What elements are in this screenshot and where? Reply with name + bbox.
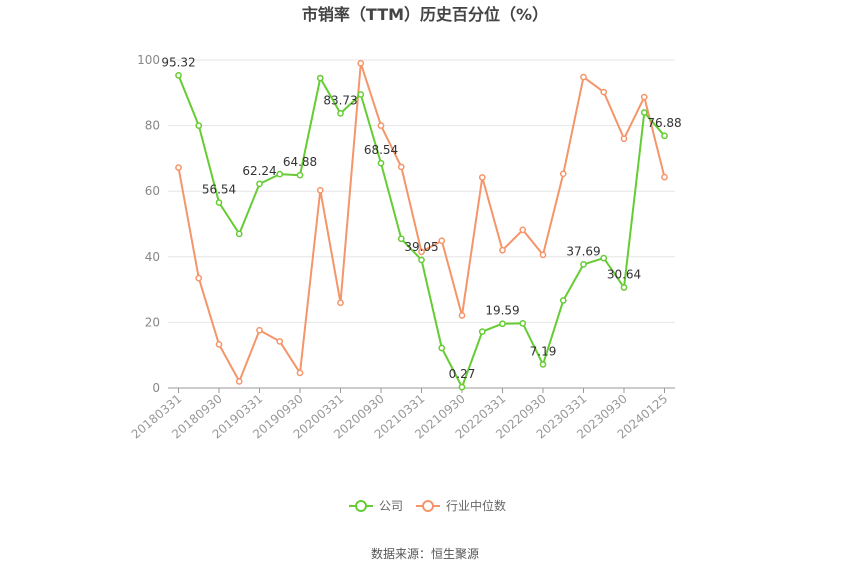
data-point-company	[458, 383, 466, 391]
data-point-company	[397, 235, 405, 243]
series-layer	[175, 59, 668, 391]
data-point-company	[640, 109, 648, 116]
data-label: 83.73	[323, 93, 357, 107]
legend[interactable]: 公司 行业中位数	[349, 498, 506, 513]
data-label: 76.88	[647, 116, 681, 130]
data-point-industry-median	[235, 378, 243, 385]
data-point-company	[357, 91, 365, 98]
data-point-company	[316, 74, 324, 82]
data-point-industry-median	[600, 88, 608, 96]
data-point-company	[559, 297, 567, 304]
data-point-industry-median	[357, 59, 365, 67]
y-tick-label: 0	[152, 381, 160, 395]
data-labels: 95.32 56.54 62.24 64.88 83.73 68.54 39.05 0.27 1…	[161, 55, 681, 381]
data-point-industry-median	[519, 226, 527, 234]
data-point-industry-median	[499, 246, 506, 254]
source-note: 数据来源：恒生聚源	[371, 546, 479, 561]
data-point-company	[215, 199, 223, 206]
data-point-industry-median	[661, 173, 668, 181]
data-point-industry-median	[175, 164, 182, 171]
data-point-company	[296, 171, 304, 179]
y-tick-label: 100	[137, 53, 160, 67]
y-tick-label: 60	[145, 184, 160, 198]
grid	[168, 59, 675, 323]
data-point-industry-median	[478, 174, 486, 181]
data-label: 62.24	[242, 164, 276, 178]
legend-marker	[355, 500, 367, 512]
data-point-company	[519, 320, 527, 327]
data-point-industry-median	[418, 248, 425, 256]
data-point-company	[377, 159, 385, 167]
data-point-industry-median	[215, 341, 223, 348]
data-point-industry-median	[256, 326, 263, 334]
data-point-company	[175, 72, 182, 79]
data-point-industry-median	[397, 163, 405, 171]
data-label: 68.54	[364, 143, 398, 157]
data-point-company	[478, 328, 486, 335]
legend-label: 公司	[379, 499, 403, 513]
data-label: 39.05	[404, 240, 438, 254]
data-label: 19.59	[485, 304, 519, 318]
data-point-company	[256, 180, 263, 188]
data-point-company	[337, 110, 344, 117]
data-point-company	[539, 361, 547, 368]
data-label: 56.54	[202, 183, 236, 197]
data-point-company	[499, 320, 506, 328]
data-label: 7.19	[530, 344, 557, 358]
data-point-industry-median	[276, 338, 284, 345]
data-point-company	[438, 344, 446, 352]
legend-item-company[interactable]: 公司	[349, 499, 403, 513]
data-point-industry-median	[337, 299, 344, 307]
data-label: 0.27	[449, 367, 476, 381]
data-point-industry-median	[620, 135, 628, 143]
data-label: 95.32	[161, 55, 195, 69]
legend-item-industry-median[interactable]: 行业中位数	[416, 498, 506, 513]
data-point-company	[580, 261, 587, 268]
data-point-industry-median	[539, 251, 547, 259]
y-tick-label: 80	[145, 119, 160, 133]
data-label: 30.64	[607, 268, 641, 282]
data-point-industry-median	[316, 186, 324, 194]
legend-label: 行业中位数	[446, 498, 506, 513]
data-point-company	[276, 170, 284, 178]
data-point-company	[620, 284, 628, 291]
data-point-industry-median	[377, 122, 385, 129]
data-point-industry-median	[580, 73, 587, 81]
series-line-company	[177, 75, 666, 389]
chart-title: 市销率（TTM）历史百分位（%）	[302, 5, 548, 24]
data-label: 64.88	[283, 155, 317, 169]
data-point-industry-median	[458, 312, 466, 319]
data-point-industry-median	[559, 170, 567, 178]
data-point-company	[418, 256, 425, 264]
legend-marker	[422, 500, 434, 512]
data-point-industry-median	[438, 237, 446, 245]
y-tick-label: 20	[145, 315, 160, 329]
y-tick-label: 40	[145, 250, 160, 264]
data-point-company	[661, 132, 668, 140]
data-point-company	[600, 254, 608, 262]
data-point-company	[195, 122, 203, 129]
data-label: 37.69	[566, 244, 600, 258]
data-point-industry-median	[296, 369, 304, 377]
series-line-industry-median	[177, 62, 666, 383]
data-point-company	[235, 230, 243, 238]
data-point-industry-median	[195, 274, 203, 282]
data-point-industry-median	[640, 93, 648, 101]
